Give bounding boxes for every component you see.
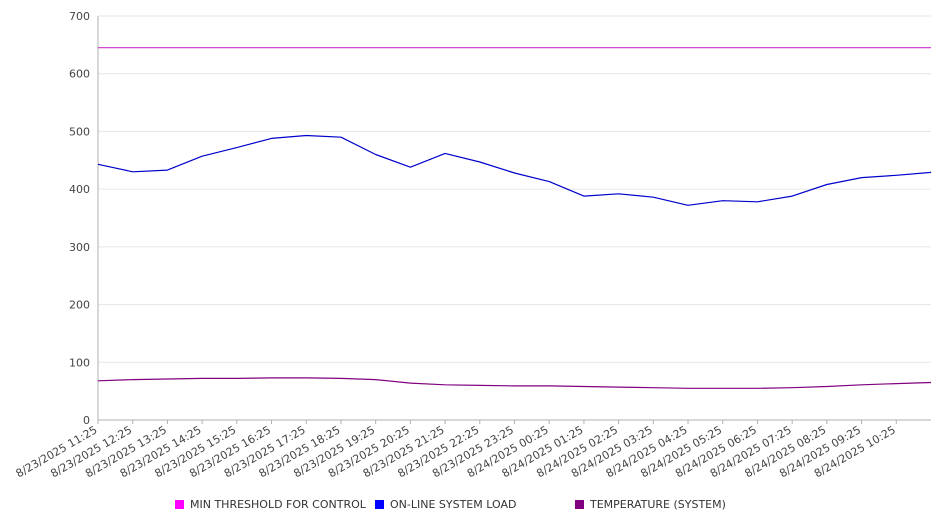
y-tick-label: 500: [69, 125, 90, 138]
y-tick-label: 300: [69, 241, 90, 254]
legend-swatch-system-load: [375, 500, 384, 509]
series-line-on-line-system-load: [97, 134, 932, 206]
series-line-temperature-system: [97, 377, 932, 389]
legend-swatch-min-threshold: [175, 500, 184, 509]
chart-legend: MIN THRESHOLD FOR CONTROL ON-LINE SYSTEM…: [0, 498, 946, 518]
legend-item-system-load[interactable]: ON-LINE SYSTEM LOAD: [375, 498, 516, 511]
legend-label-temperature: TEMPERATURE (SYSTEM): [590, 498, 726, 511]
legend-swatch-temperature: [575, 500, 584, 509]
y-tick-label: 200: [69, 299, 90, 312]
legend-item-min-threshold[interactable]: MIN THRESHOLD FOR CONTROL: [175, 498, 366, 511]
legend-label-min-threshold: MIN THRESHOLD FOR CONTROL: [190, 498, 366, 511]
y-tick-label: 400: [69, 183, 90, 196]
legend-item-temperature[interactable]: TEMPERATURE (SYSTEM): [575, 498, 726, 511]
y-tick-label: 0: [83, 414, 90, 427]
legend-label-system-load: ON-LINE SYSTEM LOAD: [390, 498, 517, 511]
y-tick-label: 700: [69, 10, 90, 23]
y-tick-label: 100: [69, 356, 90, 369]
y-tick-label: 600: [69, 68, 90, 81]
